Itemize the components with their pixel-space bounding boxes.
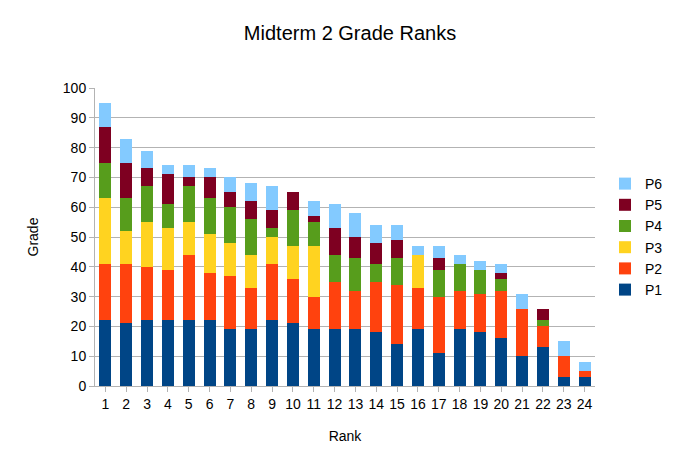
svg-text:19: 19 xyxy=(473,396,489,412)
svg-text:4: 4 xyxy=(164,396,172,412)
svg-text:P1: P1 xyxy=(645,282,662,298)
svg-text:100: 100 xyxy=(63,80,87,96)
svg-text:90: 90 xyxy=(71,110,87,126)
svg-text:P4: P4 xyxy=(645,218,662,234)
svg-text:2: 2 xyxy=(122,396,130,412)
svg-text:P5: P5 xyxy=(645,197,662,213)
svg-text:17: 17 xyxy=(431,396,447,412)
svg-text:60: 60 xyxy=(71,199,87,215)
svg-text:11: 11 xyxy=(306,396,321,412)
svg-text:P2: P2 xyxy=(645,261,662,277)
svg-text:Rank: Rank xyxy=(329,428,363,444)
svg-text:20: 20 xyxy=(493,396,509,412)
svg-text:9: 9 xyxy=(268,396,276,412)
svg-text:P6: P6 xyxy=(645,176,662,192)
svg-text:P3: P3 xyxy=(645,240,662,256)
svg-text:30: 30 xyxy=(71,289,87,305)
svg-text:70: 70 xyxy=(71,169,87,185)
svg-text:13: 13 xyxy=(348,396,364,412)
svg-text:8: 8 xyxy=(247,396,255,412)
svg-text:40: 40 xyxy=(71,259,87,275)
svg-text:18: 18 xyxy=(452,396,468,412)
svg-text:22: 22 xyxy=(535,396,551,412)
svg-text:20: 20 xyxy=(71,318,87,334)
svg-text:7: 7 xyxy=(227,396,235,412)
svg-text:3: 3 xyxy=(143,396,151,412)
svg-text:5: 5 xyxy=(185,396,193,412)
svg-text:10: 10 xyxy=(71,348,87,364)
svg-text:12: 12 xyxy=(327,396,343,412)
svg-text:80: 80 xyxy=(71,140,87,156)
svg-text:0: 0 xyxy=(78,378,86,394)
svg-text:23: 23 xyxy=(556,396,572,412)
svg-text:1: 1 xyxy=(102,396,110,412)
svg-text:24: 24 xyxy=(577,396,593,412)
svg-text:15: 15 xyxy=(389,396,405,412)
svg-text:16: 16 xyxy=(410,396,426,412)
svg-text:50: 50 xyxy=(71,229,87,245)
svg-text:21: 21 xyxy=(514,396,530,412)
svg-text:Midterm 2 Grade Ranks: Midterm 2 Grade Ranks xyxy=(244,22,456,44)
svg-text:Grade: Grade xyxy=(25,217,41,256)
svg-text:10: 10 xyxy=(285,396,301,412)
svg-text:14: 14 xyxy=(368,396,384,412)
svg-text:6: 6 xyxy=(206,396,214,412)
